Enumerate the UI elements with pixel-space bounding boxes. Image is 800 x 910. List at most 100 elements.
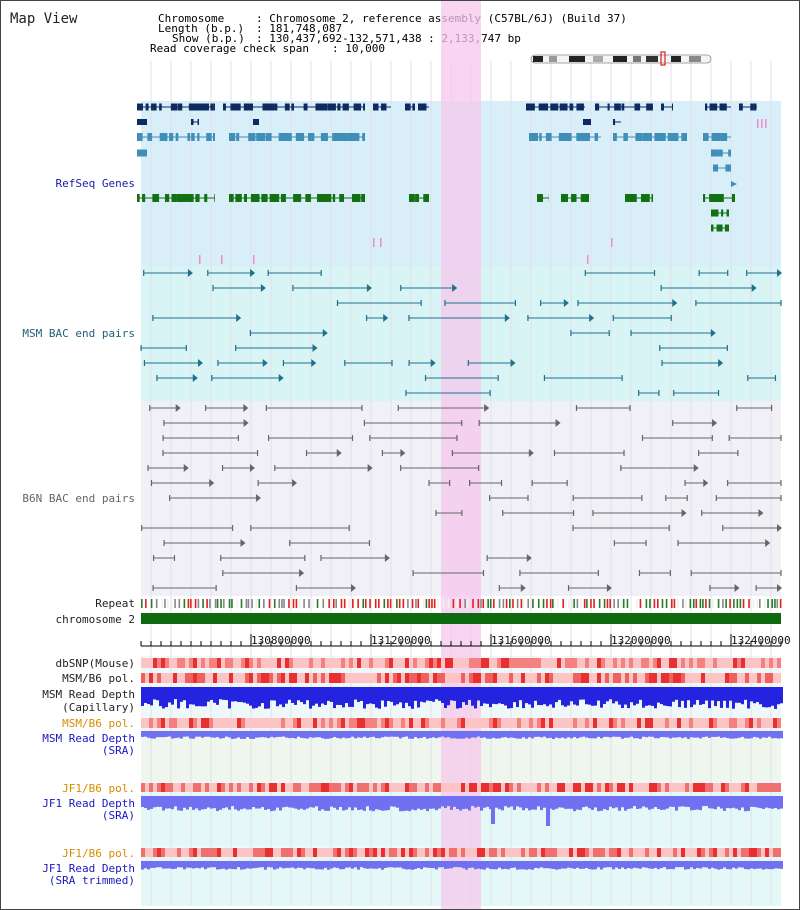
variant-density-cell — [753, 658, 757, 668]
read-depth-bar — [615, 731, 618, 737]
variant-density-cell — [581, 718, 585, 728]
read-depth-bar — [588, 731, 591, 739]
track-label-repeat: Repeat — [95, 597, 135, 610]
read-depth-bar — [279, 796, 282, 811]
variant-density-cell — [273, 848, 277, 857]
read-depth-bar — [636, 861, 639, 869]
read-depth-bar — [633, 861, 636, 868]
repeat-mark — [759, 599, 761, 608]
read-depth-bar — [756, 861, 759, 869]
read-depth-bar — [306, 796, 309, 809]
read-depth-bar — [429, 861, 432, 868]
read-depth-bar — [261, 796, 264, 808]
read-depth-bar — [456, 687, 459, 709]
variant-density-cell — [737, 783, 741, 792]
read-depth-bar — [489, 796, 492, 810]
variant-density-cell — [481, 783, 485, 792]
read-depth-bar — [180, 687, 183, 702]
gene-exon — [145, 103, 149, 111]
repeat-mark — [586, 599, 588, 608]
read-depth-bar — [777, 861, 780, 869]
variant-density-cell — [717, 848, 721, 857]
read-depth-bar — [177, 731, 180, 738]
variant-density-cell — [761, 718, 765, 728]
read-depth-bar — [471, 796, 474, 806]
read-depth-bar — [720, 796, 723, 809]
variant-density-cell — [205, 658, 209, 668]
gene-exon — [362, 133, 365, 141]
repeat-mark — [598, 599, 601, 608]
read-depth-bar — [684, 687, 687, 708]
variant-density-cell — [709, 783, 713, 792]
variant-density-cell — [245, 783, 249, 792]
variant-density-cell — [177, 848, 181, 857]
repeat-mark — [485, 599, 487, 608]
variant-density-cell — [397, 718, 401, 728]
variant-density-cell — [565, 718, 569, 728]
read-depth-bar — [564, 687, 567, 707]
repeat-mark — [542, 599, 545, 608]
variant-density-cell — [685, 848, 689, 857]
read-depth-bar — [261, 687, 264, 704]
read-depth-bar — [444, 861, 447, 869]
variant-density-cell — [217, 848, 221, 857]
variant-density-cell — [561, 848, 565, 857]
variant-density-cell — [169, 718, 173, 728]
variant-density-cell — [285, 658, 289, 668]
variant-density-cell — [217, 783, 221, 792]
variant-density-cell — [257, 783, 261, 792]
gene-exon — [351, 133, 360, 141]
read-depth-bar — [402, 861, 405, 869]
repeat-mark — [736, 599, 739, 608]
read-depth-bar — [654, 687, 657, 709]
gene-exon — [276, 194, 280, 202]
read-depth-bar — [471, 861, 474, 868]
bac-end-arrow — [563, 299, 569, 307]
variant-density-cell — [265, 848, 269, 857]
variant-density-cell — [341, 658, 345, 668]
read-depth-bar — [369, 731, 372, 738]
read-depth-bar — [399, 731, 402, 739]
variant-density-cell — [281, 658, 285, 668]
variant-density-cell — [373, 658, 377, 668]
repeat-mark — [431, 599, 433, 608]
read-depth-bar — [450, 861, 453, 869]
variant-density-cell — [337, 718, 341, 728]
variant-density-cell — [757, 658, 761, 668]
variant-density-cell — [549, 783, 553, 792]
gene-exon — [634, 103, 641, 111]
gene-exon — [332, 133, 338, 141]
variant-density-cell — [141, 718, 145, 728]
read-depth-bar — [696, 731, 699, 738]
variant-density-cell — [293, 673, 297, 683]
read-depth-bar — [687, 687, 690, 701]
gene-exon — [628, 194, 637, 202]
variant-density-cell — [525, 718, 529, 728]
gene-exon — [561, 194, 568, 202]
read-depth-bar — [639, 861, 642, 869]
variant-density-cell — [213, 658, 217, 668]
repeat-mark — [202, 599, 204, 608]
repeat-mark — [433, 599, 436, 608]
variant-density-cell — [449, 783, 453, 792]
read-depth-bar — [234, 687, 237, 702]
gene-exon — [529, 133, 539, 141]
variant-density-cell — [417, 658, 421, 668]
variant-density-cell — [469, 658, 473, 668]
read-depth-bar — [759, 731, 762, 739]
variant-density-cell — [577, 718, 581, 728]
read-depth-bar — [708, 731, 711, 738]
ruler-tick-label: 132400000 — [731, 634, 791, 647]
map-view-title: Map View — [10, 11, 78, 27]
variant-density-cell — [737, 848, 741, 857]
variant-density-cell — [249, 783, 253, 792]
read-depth-bar — [729, 861, 732, 870]
read-depth-bar — [717, 731, 720, 737]
repeat-mark — [717, 599, 720, 608]
variant-density-cell — [521, 658, 525, 668]
variant-density-cell — [557, 718, 561, 728]
read-depth-bar — [183, 731, 186, 737]
variant-density-cell — [617, 658, 621, 668]
read-depth-bar — [738, 796, 741, 811]
